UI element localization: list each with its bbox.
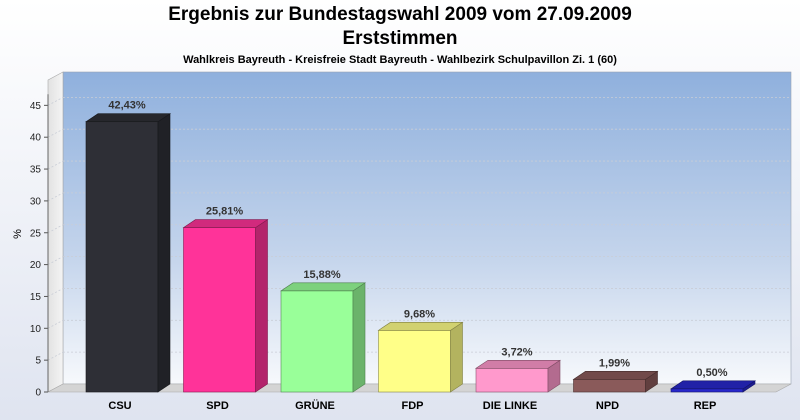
gridline-side	[47, 128, 64, 138]
bar	[85, 113, 171, 393]
chart-subtitle: Erststimmen	[342, 28, 458, 49]
bar-top	[475, 360, 561, 369]
bar-top	[670, 380, 756, 390]
bar-side	[157, 113, 171, 393]
side-wall	[47, 71, 64, 393]
data-label: 15,88%	[303, 269, 341, 281]
bar-side	[352, 282, 366, 393]
gridline-side	[47, 96, 64, 106]
y-axis-label: %	[12, 229, 24, 239]
y-tick-label: 20	[30, 260, 42, 271]
gridline-side	[47, 192, 64, 202]
bar	[377, 321, 464, 393]
bar	[182, 219, 269, 393]
bar-front	[670, 388, 744, 393]
x-tick-label: GRÜNE	[295, 399, 335, 412]
data-label: 3,72%	[501, 346, 532, 358]
y-tick-label: 35	[30, 165, 42, 176]
y-tick-label: 15	[30, 292, 42, 303]
bar-front	[85, 121, 159, 393]
bar-front	[573, 379, 646, 393]
x-tick-label: DIE LINKE	[483, 400, 537, 412]
data-label: 9,68%	[404, 308, 435, 320]
chart-district-subtitle: Wahlkreis Bayreuth - Kreisfreie Stadt Ba…	[183, 54, 617, 66]
bar-top	[182, 219, 269, 228]
bar-top	[377, 322, 464, 331]
bar-front	[280, 290, 354, 393]
bar-top	[280, 282, 366, 292]
x-tick-label: CSU	[108, 400, 131, 412]
data-label: 1,99%	[599, 357, 630, 369]
data-label: 42,43%	[108, 100, 146, 112]
gridline-side	[47, 160, 64, 170]
y-tick-label: 40	[30, 133, 42, 144]
y-tick-label: 5	[35, 356, 41, 367]
bar-top	[572, 371, 659, 380]
bar	[670, 380, 756, 393]
y-tick-label: 10	[30, 324, 42, 335]
bars	[85, 113, 756, 393]
bar-front	[183, 227, 256, 393]
gridline-side	[47, 288, 64, 297]
chart-title: Ergebnis zur Bundestagswahl 2009 vom 27.…	[168, 4, 632, 25]
labels: 0 5 10 15 20 25 30 35 40 45% 42,43% CSU 25,81% SPD 15,…	[12, 100, 728, 412]
bar-top	[85, 113, 171, 123]
bar-front	[475, 368, 549, 393]
data-label: 25,81%	[206, 206, 244, 218]
bar-side	[450, 321, 463, 393]
x-tick-label: REP	[694, 400, 717, 412]
gridline-side	[47, 351, 64, 361]
y-tick-label: 25	[30, 228, 42, 239]
y-tick-label: 0	[35, 388, 41, 399]
bar	[572, 370, 659, 393]
gridline-side	[47, 224, 64, 234]
x-tick-label: SPD	[206, 400, 229, 412]
x-tick-label: FDP	[402, 400, 424, 412]
bar-side	[255, 219, 268, 393]
bar	[475, 359, 561, 393]
y-tick-label: 45	[30, 101, 42, 112]
bar-front	[378, 330, 451, 393]
y-tick-label: 30	[30, 196, 42, 207]
gridline-side	[47, 256, 64, 265]
x-tick-label: NPD	[596, 400, 619, 412]
gridline-side	[47, 319, 64, 329]
bar	[280, 282, 366, 393]
data-label: 0,50%	[696, 367, 727, 379]
